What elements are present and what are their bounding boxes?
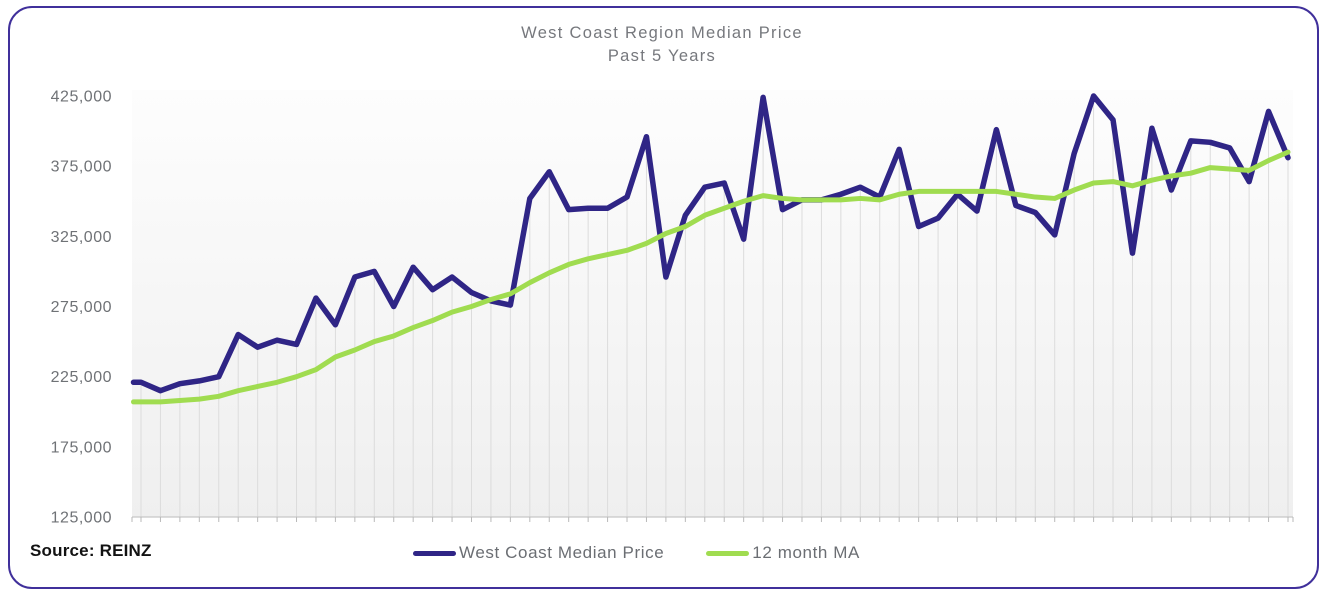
chart-title-line1: West Coast Region Median Price bbox=[521, 24, 803, 42]
y-tick-label-3: 275,000 bbox=[51, 299, 112, 316]
droplines bbox=[140, 96, 1289, 517]
plot-area bbox=[132, 90, 1293, 517]
series-line-0 bbox=[130, 93, 1291, 394]
legend-item-1: 12 month MA bbox=[706, 543, 860, 563]
y-tick-label-5: 175,000 bbox=[51, 439, 112, 456]
legend-item-0: West Coast Median Price bbox=[413, 543, 664, 563]
legend-label-0: West Coast Median Price bbox=[459, 543, 665, 562]
y-tick-label-1: 375,000 bbox=[51, 159, 112, 176]
y-axis-labels: 425,000 375,000 325,000 275,000 225,000 175,0… bbox=[51, 89, 112, 527]
y-tick-label-2: 325,000 bbox=[51, 229, 112, 246]
legend-swatch-0 bbox=[413, 550, 456, 556]
y-tick-label-6: 125,000 bbox=[51, 510, 112, 527]
series-line-1 bbox=[131, 149, 1291, 405]
y-tick-label-0: 425,000 bbox=[51, 89, 112, 106]
source-label: Source: REINZ bbox=[30, 541, 152, 560]
chart-title-line2: Past 5 Years bbox=[607, 47, 717, 65]
x-axis bbox=[131, 516, 1294, 522]
chart-title: West Coast Region Median Price Past 5 Ye… bbox=[132, 22, 1192, 68]
chart-legend: West Coast Median Price 12 month MA bbox=[413, 543, 860, 563]
legend-swatch-1 bbox=[706, 550, 750, 556]
y-tick-label-4: 225,000 bbox=[51, 369, 112, 386]
legend-label-1: 12 month MA bbox=[752, 543, 861, 562]
